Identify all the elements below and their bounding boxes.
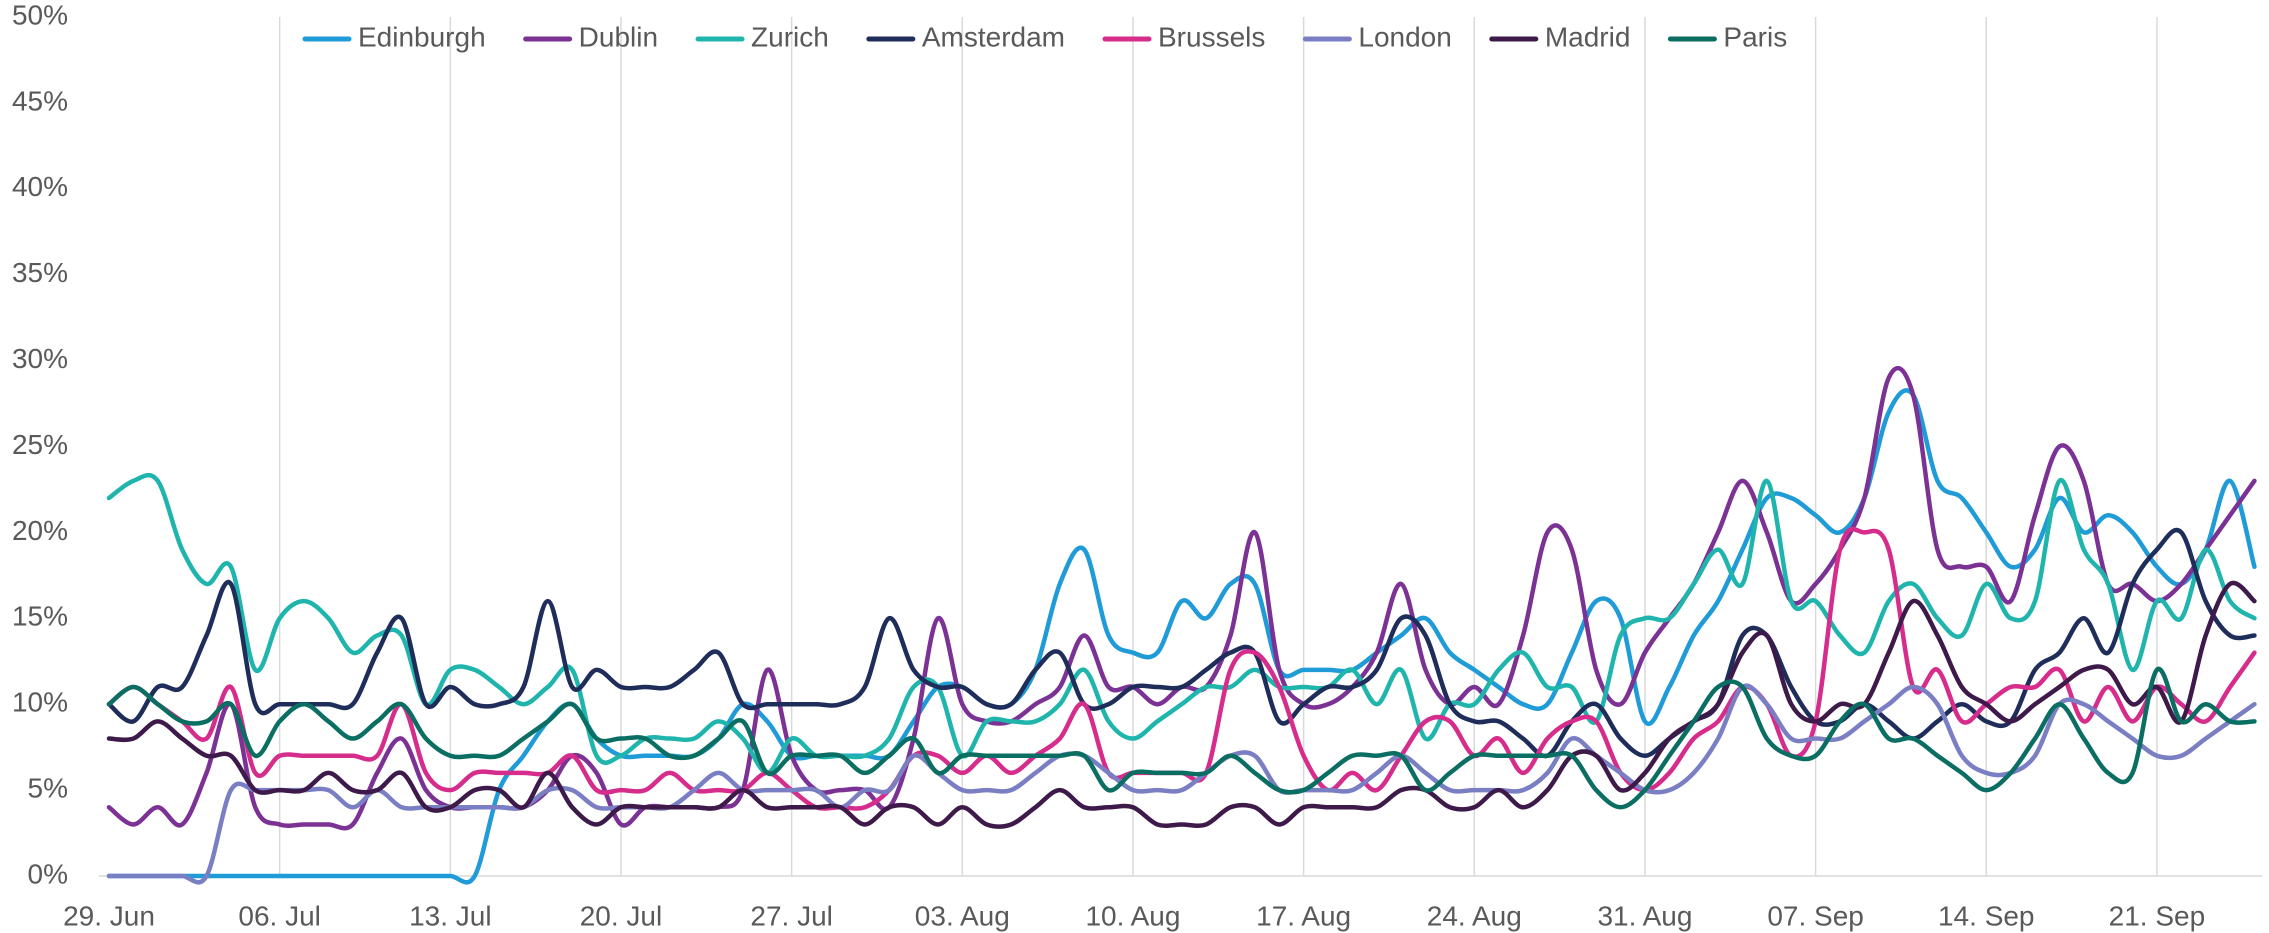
y-tick-label: 30% [12, 343, 68, 374]
series-line [106, 388, 2257, 885]
x-tick-label: 27. Jul [750, 900, 833, 931]
x-tick-label: 10. Aug [1085, 900, 1180, 931]
x-tick-label: 20. Jul [580, 900, 663, 931]
y-tick-label: 40% [12, 171, 68, 202]
x-tick-label: 07. Sep [1767, 900, 1864, 931]
legend-label: Madrid [1545, 21, 1631, 52]
series-line [106, 365, 2257, 831]
x-tick-label: 21. Sep [2109, 900, 2206, 931]
x-tick-label: 13. Jul [409, 900, 492, 931]
x-tick-label: 17. Aug [1256, 900, 1351, 931]
y-tick-label: 5% [28, 772, 68, 803]
series-line [106, 526, 2257, 811]
y-tick-label: 10% [12, 687, 68, 718]
series-line [106, 683, 2257, 885]
y-tick-label: 20% [12, 515, 68, 546]
y-tick-label: 50% [12, 0, 68, 30]
legend-label: Dublin [579, 21, 658, 52]
legend-label: Brussels [1158, 21, 1265, 52]
series-line [106, 580, 2257, 829]
legend: Edinburgh Dublin Zurich Amsterdam Brussels Lo… [302, 21, 1787, 52]
legend-label: Zurich [751, 21, 829, 52]
y-tick-label: 25% [12, 429, 68, 460]
y-tick-label: 45% [12, 85, 68, 116]
legend-label: Amsterdam [922, 21, 1065, 52]
y-tick-label: 35% [12, 257, 68, 288]
x-tick-label: 29. Jun [63, 900, 155, 931]
x-tick-label: 24. Aug [1427, 900, 1522, 931]
y-tick-label: 0% [28, 858, 68, 889]
series-line [106, 472, 2257, 776]
legend-label: Paris [1723, 21, 1787, 52]
x-tick-label: 06. Jul [238, 900, 321, 931]
x-tick-label: 14. Sep [1938, 900, 2035, 931]
series-line [106, 528, 2257, 759]
legend-label: London [1358, 21, 1451, 52]
x-tick-label: 31. Aug [1597, 900, 1692, 931]
legend-label: Edinburgh [358, 21, 486, 52]
x-tick-label: 03. Aug [915, 900, 1010, 931]
y-tick-label: 15% [12, 601, 68, 632]
series-line [106, 666, 2257, 810]
